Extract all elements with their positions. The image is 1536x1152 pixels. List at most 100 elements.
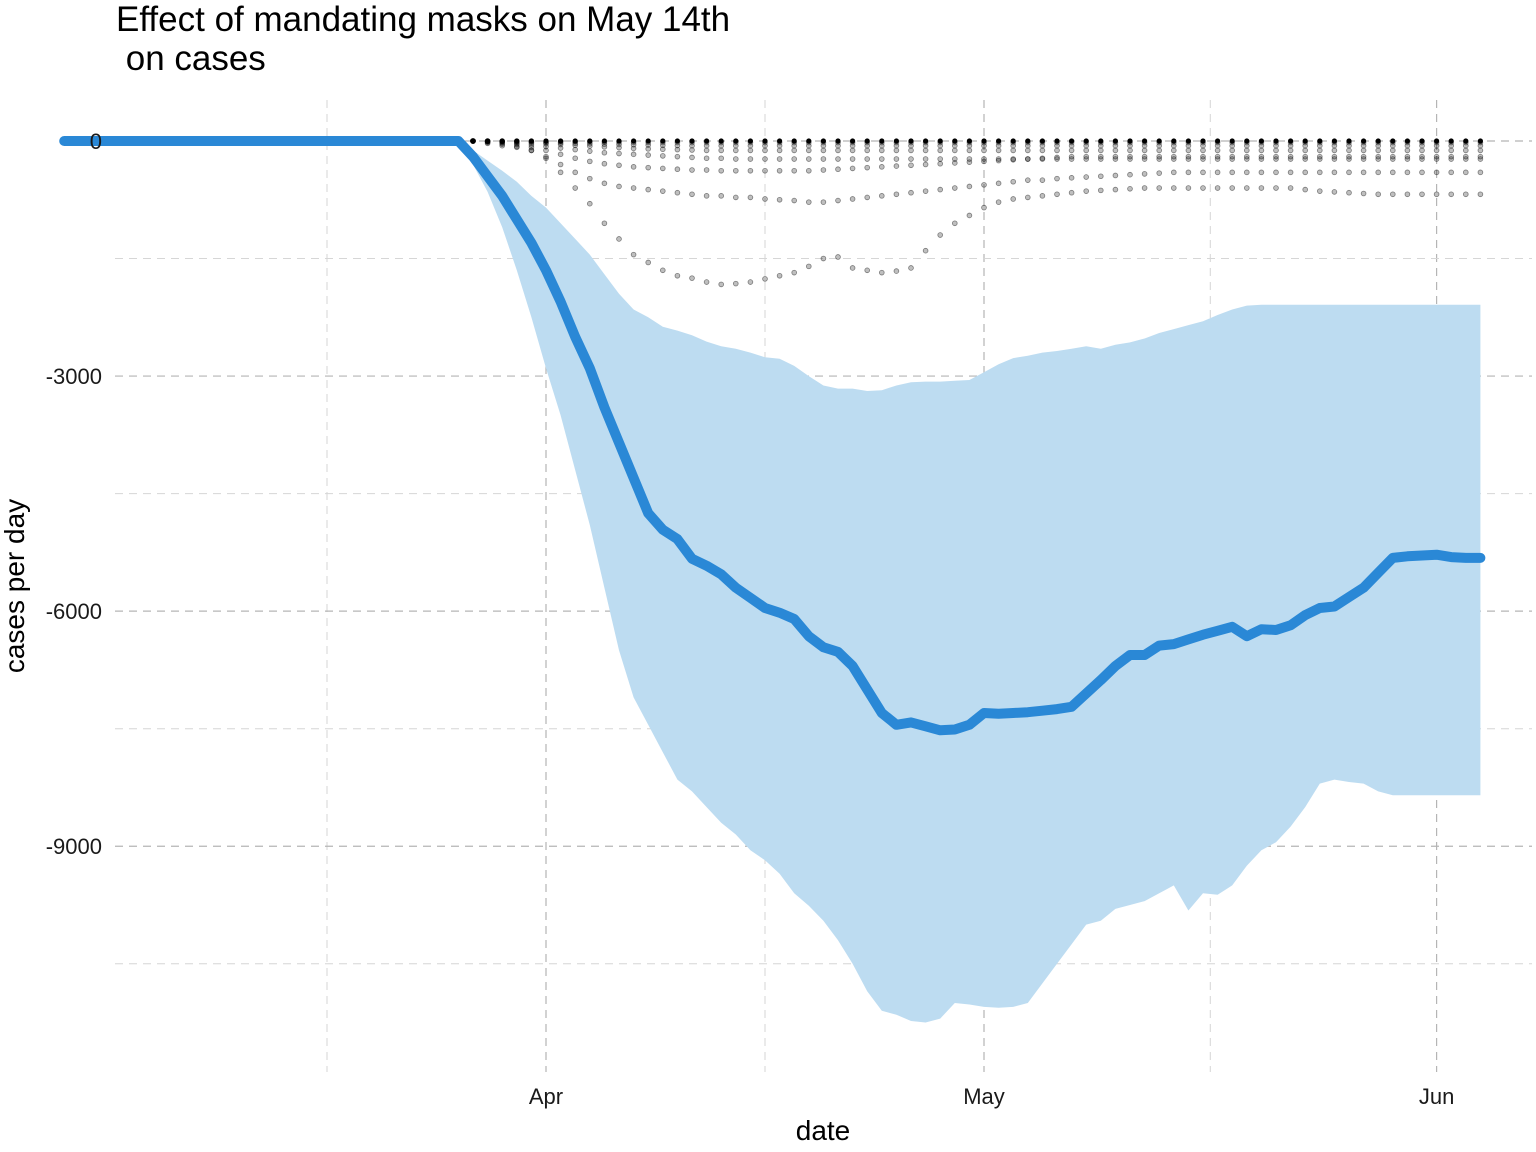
placebo-point xyxy=(791,269,797,276)
placebo-point xyxy=(1433,147,1440,154)
placebo-point-zero xyxy=(485,138,491,144)
chart-title: Effect of mandating masks on May 14th on… xyxy=(116,0,731,78)
placebo-point xyxy=(849,196,856,202)
placebo-point xyxy=(689,147,695,153)
placebo-point xyxy=(1360,147,1367,154)
placebo-point xyxy=(601,180,608,187)
placebo-point xyxy=(1025,177,1031,183)
placebo-point xyxy=(1287,147,1294,154)
placebo-point xyxy=(1010,156,1016,162)
placebo-point xyxy=(1287,156,1294,162)
placebo-point xyxy=(1112,153,1119,160)
placebo-point xyxy=(1141,156,1148,162)
placebo-point xyxy=(1477,153,1484,160)
placebo-point-zero xyxy=(952,138,958,144)
placebo-point xyxy=(1375,169,1381,176)
placebo-point xyxy=(1185,156,1192,162)
placebo-point xyxy=(1127,147,1133,154)
placebo-point xyxy=(1054,191,1060,198)
placebo-point xyxy=(1302,169,1308,176)
placebo-point xyxy=(835,147,841,154)
placebo-point xyxy=(937,160,943,167)
placebo-point xyxy=(937,186,943,193)
placebo-point-zero xyxy=(1200,138,1206,144)
placebo-point xyxy=(937,232,943,238)
placebo-point xyxy=(1098,153,1104,160)
placebo-point xyxy=(893,191,900,198)
placebo-point-zero xyxy=(806,138,812,144)
placebo-point xyxy=(849,156,856,162)
placebo-point xyxy=(1404,156,1411,162)
placebo-point xyxy=(718,147,724,154)
placebo-point-zero xyxy=(1331,138,1337,144)
placebo-point xyxy=(1039,193,1046,199)
placebo-point-zero xyxy=(908,138,914,144)
placebo-point xyxy=(1302,186,1308,193)
placebo-point xyxy=(1244,153,1250,160)
placebo-point xyxy=(1171,185,1177,191)
placebo-point xyxy=(820,147,827,154)
placebo-point xyxy=(1185,153,1192,160)
placebo-point-zero xyxy=(1346,138,1352,144)
placebo-point xyxy=(864,267,870,274)
placebo-point xyxy=(543,143,549,150)
placebo-point xyxy=(1375,156,1381,162)
placebo-point xyxy=(1185,147,1192,154)
placebo-point xyxy=(1390,169,1396,176)
placebo-point xyxy=(659,188,666,194)
placebo-point xyxy=(1273,185,1279,191)
placebo-point xyxy=(1390,156,1396,162)
placebo-point xyxy=(586,143,593,149)
placebo-point xyxy=(1390,147,1396,154)
placebo-point xyxy=(864,164,870,171)
placebo-point xyxy=(951,147,958,154)
placebo-point xyxy=(893,268,900,274)
placebo-point xyxy=(1039,177,1046,183)
placebo-point xyxy=(586,175,593,182)
placebo-point xyxy=(601,160,608,167)
placebo-point xyxy=(747,194,754,201)
placebo-point xyxy=(747,279,754,285)
effect-line xyxy=(59,136,1486,736)
placebo-point xyxy=(1068,175,1075,181)
placebo-point xyxy=(630,164,637,170)
placebo-point-zero xyxy=(528,138,535,144)
placebo-point xyxy=(645,259,651,266)
placebo-point xyxy=(937,147,943,154)
placebo-point xyxy=(966,159,973,165)
placebo-point xyxy=(1214,153,1221,160)
placebo-point xyxy=(1156,153,1162,160)
placebo-point-zero xyxy=(1054,138,1060,144)
placebo-point xyxy=(849,147,856,154)
placebo-point-zero xyxy=(514,138,520,144)
placebo-point xyxy=(1448,153,1454,160)
placebo-point xyxy=(1068,147,1075,154)
placebo-point-zero xyxy=(981,138,987,144)
placebo-point xyxy=(951,220,958,227)
placebo-point xyxy=(1083,174,1089,180)
placebo-point xyxy=(674,272,681,279)
placebo-point-zero xyxy=(1463,138,1469,144)
placebo-point xyxy=(586,148,593,154)
placebo-point xyxy=(630,151,637,158)
placebo-point xyxy=(1039,156,1046,162)
placebo-point xyxy=(616,162,622,169)
placebo-point-zero xyxy=(777,138,783,144)
placebo-point xyxy=(645,186,651,193)
placebo-point xyxy=(820,167,827,173)
placebo-point xyxy=(732,147,739,154)
placebo-point xyxy=(995,147,1002,154)
placebo-point xyxy=(718,167,724,174)
placebo-point xyxy=(659,146,666,153)
placebo-point-zero xyxy=(937,138,943,144)
placebo-point xyxy=(864,194,870,201)
placebo-point-zero xyxy=(1171,138,1177,144)
placebo-point xyxy=(1390,153,1396,160)
placebo-point xyxy=(1433,156,1440,162)
placebo-point xyxy=(849,265,856,271)
placebo-point xyxy=(1200,156,1206,162)
placebo-point-zero xyxy=(893,138,900,144)
placebo-point xyxy=(966,212,973,219)
placebo-point xyxy=(718,193,724,199)
